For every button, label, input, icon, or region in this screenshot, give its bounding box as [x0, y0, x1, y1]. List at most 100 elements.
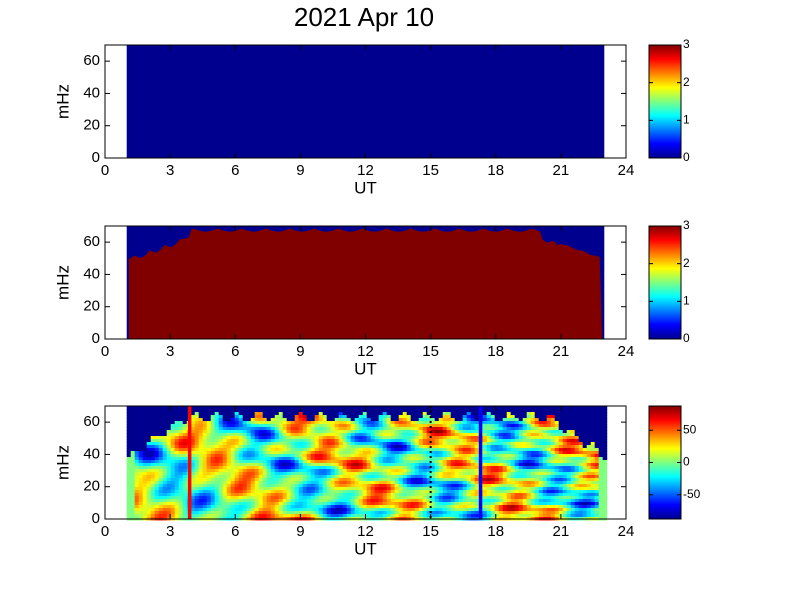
spectrogram-cell — [434, 421, 440, 425]
spectrogram-cell — [462, 484, 468, 488]
spectrogram-cell — [218, 499, 224, 503]
spectrogram-cell — [494, 475, 500, 479]
spectrogram-cell — [526, 475, 532, 479]
spectrogram-cell — [166, 475, 172, 479]
spectrogram-cell — [406, 415, 412, 419]
spectrogram-cell — [542, 412, 548, 416]
spectrogram-cell — [534, 439, 540, 443]
spectrogram-cell — [138, 454, 144, 458]
spectrogram-cell — [262, 451, 268, 455]
spectrogram-cell — [302, 478, 308, 482]
spectrogram-cell — [506, 430, 512, 434]
spectrogram-cell — [266, 466, 272, 470]
spectrogram-cell — [286, 421, 292, 425]
spectrogram-cell — [562, 421, 568, 425]
spectrogram-cell — [254, 496, 260, 500]
spectrogram-cell — [390, 505, 396, 509]
spectrogram-cell — [346, 415, 352, 419]
spectrogram-cell — [470, 466, 476, 470]
spectrogram-cell — [566, 493, 572, 497]
spectrogram-cell — [602, 508, 608, 512]
spectrogram-cell — [366, 514, 372, 518]
spectrogram-cell — [238, 427, 244, 431]
spectrogram-cell — [230, 424, 236, 428]
spectrogram-cell — [366, 457, 372, 461]
spectrogram-cell — [574, 418, 580, 422]
spectrogram-cell — [326, 505, 332, 509]
spectrogram-cell — [182, 514, 188, 518]
spectrogram-cell — [150, 475, 156, 479]
spectrogram-cell — [370, 442, 376, 446]
spectrogram-cell — [446, 484, 452, 488]
spectrogram-cell — [306, 436, 312, 440]
spectrogram-cell — [230, 490, 236, 494]
spectrogram-cell — [466, 409, 472, 413]
spectrogram-cell — [594, 493, 600, 497]
spectrogram-cell — [590, 433, 596, 437]
spectrogram-cell — [394, 436, 400, 440]
spectrogram-cell — [278, 439, 284, 443]
spectrogram-cell — [418, 460, 424, 464]
spectrogram-cell — [510, 439, 516, 443]
spectrogram-cell — [566, 433, 572, 437]
spectrogram-cell — [510, 445, 516, 449]
spectrogram-cell — [334, 460, 340, 464]
spectrogram-cell — [450, 481, 456, 485]
spectrogram-cell — [526, 511, 532, 515]
spectrogram-cell — [450, 499, 456, 503]
spectrogram-cell — [238, 460, 244, 464]
spectrogram-cell — [222, 472, 228, 476]
spectrogram-cell — [514, 484, 520, 488]
spectrogram-cell — [242, 481, 248, 485]
spectrogram-cell — [414, 460, 420, 464]
spectrogram-cell — [130, 469, 136, 473]
spectrogram-cell — [402, 436, 408, 440]
spectrogram-cell — [518, 433, 524, 437]
spectrogram-cell — [510, 451, 516, 455]
spectrogram-cell — [138, 499, 144, 503]
spectrogram-cell — [586, 511, 592, 515]
spectrogram-cell — [502, 481, 508, 485]
spectrogram-cell — [130, 478, 136, 482]
spectrogram-cell — [290, 475, 296, 479]
x-tick-label: 3 — [166, 523, 174, 540]
spectrogram-cell — [282, 463, 288, 467]
spectrogram-cell — [410, 490, 416, 494]
spectrogram-cell — [466, 433, 472, 437]
spectrogram-cell — [354, 505, 360, 509]
spectrogram-cell — [402, 412, 408, 416]
spectrogram-cell — [230, 481, 236, 485]
spectrogram-cell — [418, 448, 424, 452]
spectrogram-cell — [402, 460, 408, 464]
spectrogram-cell — [350, 406, 356, 410]
spectrogram-cell — [366, 478, 372, 482]
spectrogram-cell — [190, 511, 196, 515]
spectrogram-cell — [490, 436, 496, 440]
spectrogram-cell — [586, 487, 592, 491]
spectrogram-cell — [570, 514, 576, 518]
spectrogram-cell — [582, 457, 588, 461]
spectrogram-cell — [542, 439, 548, 443]
spectrogram-cell — [138, 502, 144, 506]
spectrogram-cell — [518, 487, 524, 491]
spectrogram-cell — [522, 508, 528, 512]
spectrogram-cell — [354, 508, 360, 512]
spectrogram-cell — [574, 463, 580, 467]
spectrogram-cell — [578, 445, 584, 449]
spectrogram-cell — [442, 433, 448, 437]
spectrogram-cell — [366, 484, 372, 488]
spectrogram-cell — [398, 487, 404, 491]
spectrogram-cell — [258, 457, 264, 461]
spectrogram-cell — [442, 427, 448, 431]
spectrogram-cell — [594, 514, 600, 518]
spectrogram-cell — [506, 511, 512, 515]
spectrogram-cell — [386, 472, 392, 476]
spectrogram-cell — [506, 409, 512, 413]
spectrogram-cell — [234, 424, 240, 428]
spectrogram-cell — [486, 478, 492, 482]
spectrogram-cell — [574, 445, 580, 449]
spectrogram-cell — [242, 433, 248, 437]
spectrogram-cell — [346, 514, 352, 518]
spectrogram-cell — [274, 460, 280, 464]
spectrogram-cell — [530, 442, 536, 446]
